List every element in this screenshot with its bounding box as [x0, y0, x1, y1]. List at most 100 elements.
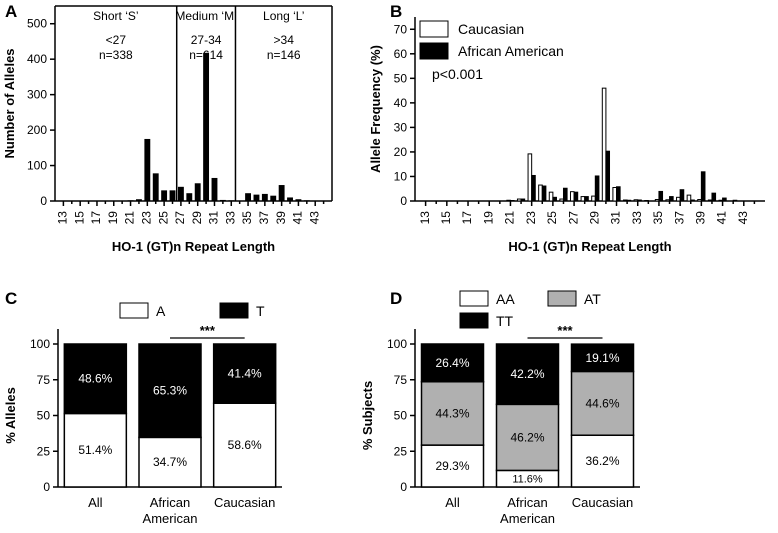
bar-segment-t: [138, 343, 202, 439]
segment-label: 46.2%: [510, 430, 544, 444]
y-tick-label: 200: [27, 123, 47, 137]
bar: [219, 199, 226, 201]
category-label: African American: [500, 495, 555, 526]
bar-caucasian: [506, 199, 511, 202]
bar-caucasian: [697, 199, 702, 202]
y-tick-label: 300: [27, 88, 47, 102]
x-tick-label: 29: [190, 211, 204, 225]
segment-label: 41.4%: [228, 367, 262, 381]
panel-d: D 0 25 50 75 100 % Subjects 29.3% 44.3% 26.4% All 1…: [360, 289, 640, 526]
bar-african-american: [732, 199, 738, 202]
segment-label: 44.6%: [585, 396, 619, 410]
y-tick-label: 75: [37, 373, 51, 387]
bar-african-american: [616, 186, 621, 202]
bar-african-american: [669, 196, 674, 202]
category-label: African American: [143, 495, 198, 526]
x-tick-label: 33: [223, 211, 237, 225]
x-tick-label: 43: [736, 211, 750, 225]
bar-caucasian: [538, 184, 543, 202]
bar: [161, 190, 168, 201]
y-tick-label: 50: [394, 71, 408, 85]
segment-label: 65.3%: [153, 384, 187, 398]
x-tick-label: 41: [291, 211, 305, 225]
bar: [203, 52, 210, 201]
x-tick-label: 17: [460, 211, 474, 225]
panel-label: C: [5, 289, 17, 308]
bar-caucasian: [665, 199, 671, 202]
legend-label: Caucasian: [458, 21, 524, 37]
segment-label: 48.6%: [78, 372, 112, 386]
region-name: Medium ‘M’: [175, 9, 236, 23]
bar: [253, 194, 260, 201]
y-tick-label: 0: [40, 194, 47, 208]
x-tick-label: 31: [207, 211, 221, 225]
y-tick-label: 40: [394, 96, 408, 110]
x-tick-label: 25: [156, 211, 170, 225]
bar-caucasian: [686, 194, 692, 202]
region-n: n=614: [189, 48, 223, 62]
panel-c: C 0 25 50 75 100 % Alleles 51.4% 48.6% All 34.7% 65…: [3, 289, 282, 526]
bar: [136, 199, 142, 201]
x-tick-label: 19: [481, 211, 495, 225]
segment-label: 29.3%: [435, 459, 469, 473]
category-label: Caucasian: [214, 495, 275, 510]
x-tick-label: 15: [72, 211, 86, 225]
bar: [186, 193, 193, 201]
y-tick-label: 25: [394, 444, 408, 458]
x-tick-label: 37: [257, 211, 271, 225]
bar-african-american: [531, 174, 536, 202]
y-tick-label: 10: [394, 169, 408, 183]
segment-label: 42.2%: [510, 367, 544, 381]
bar-caucasian: [601, 87, 607, 202]
bar-segment-aa: [570, 434, 635, 488]
x-tick-label: 23: [524, 211, 538, 225]
x-tick-label: 25: [545, 211, 559, 225]
region-range: <27: [106, 33, 127, 47]
segment-label: 36.2%: [585, 454, 619, 468]
y-tick-label: 400: [27, 52, 47, 66]
legend-swatch: [219, 302, 249, 319]
bar-caucasian: [569, 191, 575, 202]
region-name: Short ‘S’: [93, 9, 138, 23]
y-axis-title: % Alleles: [3, 387, 18, 444]
x-tick-label: 29: [587, 211, 601, 225]
panel-label: A: [5, 2, 17, 21]
x-tick-label: 35: [240, 211, 254, 225]
bar-african-american: [637, 199, 642, 202]
bar: [169, 190, 176, 201]
bar-caucasian: [623, 199, 628, 202]
bar-caucasian: [516, 198, 522, 202]
bar: [194, 183, 201, 201]
bar-segment-tt: [420, 343, 485, 383]
bar: [228, 200, 235, 201]
legend-label: AA: [496, 291, 515, 307]
bar: [261, 193, 268, 201]
bar: [303, 200, 310, 201]
y-tick-label: 0: [400, 480, 407, 494]
y-tick-label: 100: [27, 159, 47, 173]
legend-label: TT: [496, 313, 514, 329]
category-label: Caucasian: [572, 495, 633, 510]
segment-label: 19.1%: [585, 351, 619, 365]
y-tick-label: 50: [37, 409, 51, 423]
x-tick-label: 17: [89, 211, 103, 225]
bar-caucasian: [676, 196, 681, 202]
legend-label: AT: [584, 291, 601, 307]
bar-caucasian: [718, 199, 724, 202]
y-tick-label: 70: [394, 22, 408, 36]
bar-caucasian: [580, 196, 586, 202]
bar-african-american: [573, 191, 579, 202]
y-tick-label: 50: [394, 409, 408, 423]
x-tick-label: 33: [630, 211, 644, 225]
region-n: n=338: [99, 48, 133, 62]
bar-african-american: [700, 171, 706, 202]
bar-caucasian: [548, 191, 554, 202]
y-axis-title: Number of Alleles: [2, 48, 17, 158]
bar: [152, 173, 159, 201]
segment-label: 44.3%: [435, 406, 469, 420]
bar-caucasian: [527, 153, 533, 202]
segment-label: 58.6%: [228, 438, 262, 452]
segment-label: 34.7%: [153, 455, 187, 469]
bar-segment-aa: [420, 444, 485, 488]
bar-african-american: [584, 196, 589, 202]
